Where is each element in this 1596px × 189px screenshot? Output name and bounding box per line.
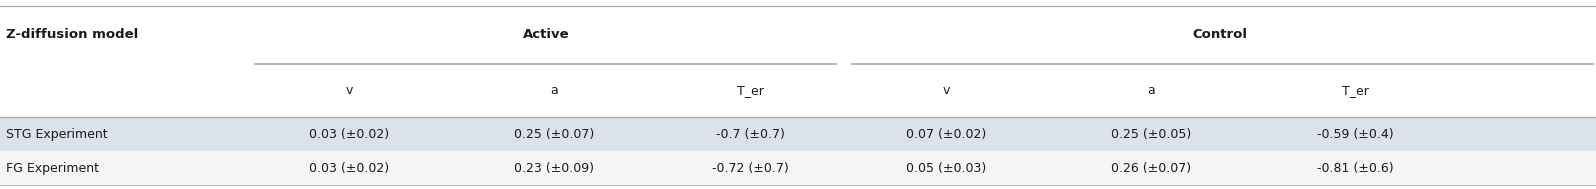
Text: Active: Active [522, 29, 570, 41]
Text: 0.23 (±0.09): 0.23 (±0.09) [514, 162, 594, 175]
Text: -0.7 (±0.7): -0.7 (±0.7) [715, 128, 785, 141]
Text: Control: Control [1192, 29, 1248, 41]
Text: 0.25 (±0.05): 0.25 (±0.05) [1111, 128, 1191, 141]
Text: v: v [346, 84, 353, 97]
Text: 0.07 (±0.02): 0.07 (±0.02) [907, 128, 986, 141]
Text: T_er: T_er [1342, 84, 1368, 97]
Text: -0.81 (±0.6): -0.81 (±0.6) [1317, 162, 1393, 175]
Bar [0, 117, 1596, 151]
Bar [0, 151, 1596, 185]
Text: 0.26 (±0.07): 0.26 (±0.07) [1111, 162, 1191, 175]
Text: FG Experiment: FG Experiment [6, 162, 99, 175]
Text: Z-diffusion model: Z-diffusion model [6, 29, 139, 41]
Text: 0.25 (±0.07): 0.25 (±0.07) [514, 128, 594, 141]
Text: -0.59 (±0.4): -0.59 (±0.4) [1317, 128, 1393, 141]
Text: a: a [1148, 84, 1154, 97]
Text: 0.03 (±0.02): 0.03 (±0.02) [310, 162, 389, 175]
Text: -0.72 (±0.7): -0.72 (±0.7) [712, 162, 788, 175]
Text: 0.03 (±0.02): 0.03 (±0.02) [310, 128, 389, 141]
Text: 0.05 (±0.03): 0.05 (±0.03) [907, 162, 986, 175]
Text: v: v [943, 84, 950, 97]
Text: T_er: T_er [737, 84, 763, 97]
Text: STG Experiment: STG Experiment [6, 128, 109, 141]
Text: a: a [551, 84, 557, 97]
